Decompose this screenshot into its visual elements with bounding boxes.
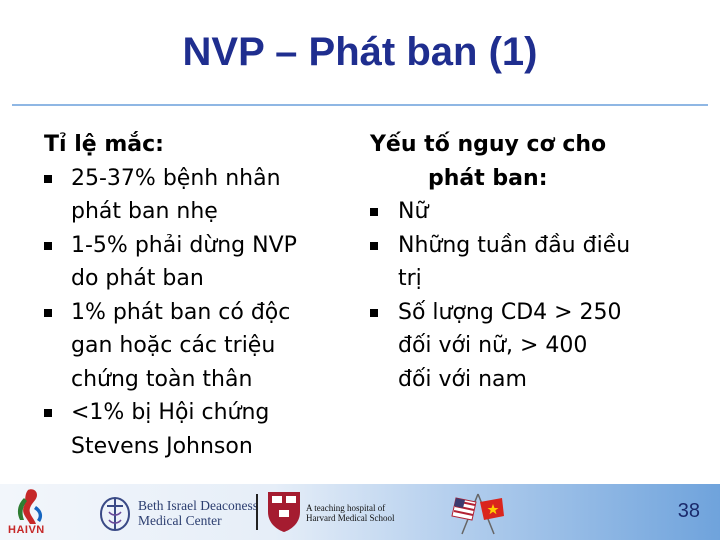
bullet-text: Những tuần đầu điều [398, 232, 631, 258]
bullet-text: 25-37% bệnh nhân [71, 165, 281, 191]
left-column: Tỉ lệ mắc: 25-37% bệnh nhân phát ban nhẹ… [44, 128, 364, 463]
us-vietnam-flags-icon [451, 493, 504, 535]
bullet-text: do phát ban [71, 266, 204, 291]
bullet-text: phát ban nhẹ [71, 199, 218, 224]
slide-title: NVP – Phát ban (1) [182, 30, 538, 74]
bidmc-name: Beth Israel Deaconess Medical Center [138, 498, 258, 528]
bullet-text: gan hoặc các triệu [71, 333, 276, 358]
bidmc-emblem-icon [100, 497, 130, 531]
harvard-line1: A teaching hospital of [306, 503, 386, 513]
list-item: 25-37% bệnh nhân phát ban nhẹ [44, 162, 364, 229]
bullet-text: chứng toàn thân [71, 366, 253, 392]
bullet-text: Số lượng CD4 > 250 [398, 299, 622, 325]
list-item: <1% bị Hội chứng Stevens Johnson [44, 396, 364, 463]
harvard-line2: Harvard Medical School [306, 513, 395, 523]
right-bullet-list: Nữ Những tuần đầu điều trị Số lượng CD4 … [370, 195, 715, 396]
left-bullet-list: 25-37% bệnh nhân phát ban nhẹ 1-5% phải … [44, 162, 364, 464]
bullet-text: <1% bị Hội chứng [71, 400, 270, 425]
title-divider [12, 104, 708, 106]
harvard-affiliation: A teaching hospital of Harvard Medical S… [306, 503, 394, 523]
haivn-logo-icon [17, 489, 43, 524]
bidmc-line1: Beth Israel Deaconess [138, 498, 258, 513]
list-item: Nữ [370, 195, 715, 229]
list-item: Những tuần đầu điều trị [370, 229, 715, 296]
list-item: 1% phát ban có độc gan hoặc các triệu ch… [44, 296, 364, 397]
bullet-text: đối với nam [398, 366, 527, 392]
left-column-heading: Tỉ lệ mắc: [44, 132, 164, 157]
footer-bar: HAIVN Beth Israel Deaconess Medical Cent… [0, 484, 720, 540]
bullet-text: 1-5% phải dừng NVP [71, 232, 297, 258]
square-bullet-icon [370, 208, 378, 216]
square-bullet-icon [44, 308, 52, 317]
right-column-heading: Yếu tố nguy cơ cho phát ban: [370, 128, 715, 195]
square-bullet-icon [44, 174, 52, 183]
bullet-text: 1% phát ban có độc [71, 299, 291, 325]
page-number: 38 [677, 500, 700, 522]
right-column: Yếu tố nguy cơ cho phát ban: Nữ Những tu… [370, 128, 715, 396]
bullet-text: Nữ [398, 199, 429, 224]
harvard-shield-icon [268, 492, 300, 532]
right-heading-line1: Yếu tố nguy cơ cho [370, 132, 607, 157]
square-bullet-icon [44, 241, 52, 250]
bullet-text: đối với nữ, > 400 [398, 333, 588, 358]
list-item: 1-5% phải dừng NVP do phát ban [44, 229, 364, 296]
bullet-text: trị [398, 266, 422, 291]
square-bullet-icon [370, 241, 378, 250]
footer-divider [256, 494, 258, 530]
list-item: Số lượng CD4 > 250 đối với nữ, > 400 đối… [370, 296, 715, 397]
haivn-logo-text: HAIVN [8, 524, 45, 536]
right-heading-line2: phát ban: [428, 165, 548, 191]
bullet-text: Stevens Johnson [71, 433, 253, 459]
bidmc-line2: Medical Center [138, 513, 222, 528]
square-bullet-icon [44, 409, 52, 417]
square-bullet-icon [370, 308, 378, 317]
